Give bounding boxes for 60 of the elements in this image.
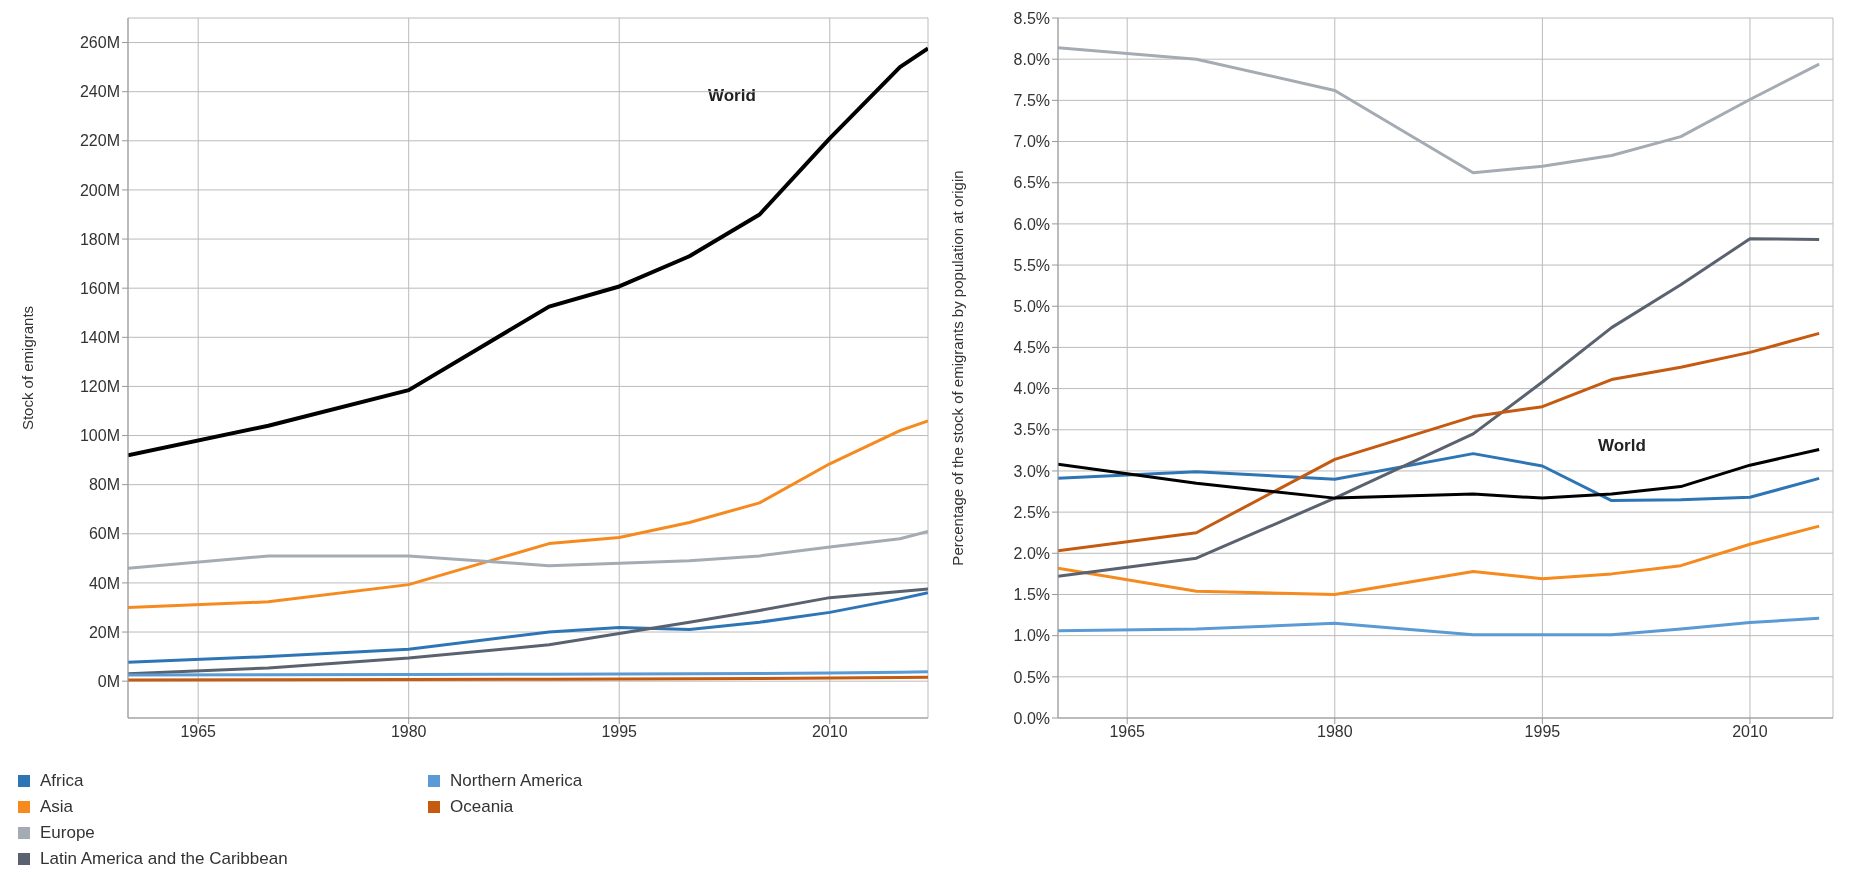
legend-label: Northern America (450, 771, 583, 791)
line-series (128, 46, 928, 458)
line-series (128, 529, 928, 570)
y-tick-label: 3.0% (1013, 462, 1050, 480)
x-tick-label: 1995 (1524, 723, 1561, 741)
legend-label: Europe (40, 823, 95, 843)
y-tick-label: 100M (79, 427, 120, 445)
legend-label: Africa (40, 771, 84, 791)
y-tick-label: 0.0% (1013, 709, 1050, 727)
y-tick-label: 120M (79, 378, 120, 396)
y-tick-label: 4.5% (1013, 339, 1050, 357)
y-tick-label: 1.0% (1013, 627, 1050, 645)
y-tick-label: 3.5% (1013, 421, 1050, 439)
line-series (1058, 616, 1821, 637)
y-axis-title: Stock of emigrants (19, 305, 37, 431)
y-tick-label: 6.0% (1013, 215, 1050, 233)
y-tick-label: 2.0% (1013, 544, 1050, 562)
legend-label: Oceania (450, 797, 514, 817)
y-tick-label: 5.5% (1013, 256, 1050, 274)
line-series (1058, 331, 1821, 553)
x-tick-label: 1965 (1109, 723, 1146, 741)
annotation: World (708, 86, 756, 106)
annotation: World (1598, 436, 1646, 456)
y-tick-label: 80M (88, 476, 120, 494)
y-tick-label: 6.5% (1013, 174, 1050, 192)
y-tick-label: 220M (79, 132, 120, 150)
x-tick-label: 1965 (180, 723, 217, 741)
y-tick-label: 8.0% (1013, 50, 1050, 68)
line-series (1058, 524, 1821, 596)
y-tick-label: 200M (79, 181, 120, 199)
y-tick-label: 1.5% (1013, 586, 1050, 604)
y-tick-label: 240M (79, 83, 120, 101)
line-series (1058, 237, 1821, 578)
line-series (128, 587, 928, 676)
x-tick-label: 2010 (1732, 723, 1768, 741)
y-tick-label: 0.5% (1013, 668, 1050, 686)
y-tick-label: 40M (88, 574, 120, 592)
y-tick-label: 20M (88, 623, 120, 641)
x-tick-label: 2010 (811, 723, 848, 741)
x-tick-label: 1980 (390, 723, 427, 741)
y-tick-label: 140M (79, 328, 120, 346)
y-tick-label: 5.0% (1013, 297, 1050, 315)
y-tick-label: 8.5% (1013, 9, 1050, 27)
y-tick-label: 260M (79, 34, 120, 52)
y-tick-label: 180M (79, 230, 120, 248)
line-series (128, 591, 928, 664)
y-tick-label: 4.0% (1013, 380, 1050, 398)
line-series (128, 419, 928, 609)
y-tick-label: 0M (97, 672, 120, 690)
x-tick-label: 1995 (601, 723, 638, 741)
y-tick-label: 2.5% (1013, 503, 1050, 521)
y-tick-label: 7.0% (1013, 133, 1050, 151)
x-tick-label: 1980 (1316, 723, 1353, 741)
line-series (1058, 46, 1821, 175)
y-tick-label: 160M (79, 279, 120, 297)
y-tick-label: 60M (88, 525, 120, 543)
legend-label: Asia (40, 797, 74, 817)
y-axis-title: Percentage of the stock of emigrants by population at origin (949, 170, 967, 566)
legend-label: Latin America and the Caribbean (40, 849, 288, 869)
y-tick-label: 7.5% (1013, 92, 1050, 110)
